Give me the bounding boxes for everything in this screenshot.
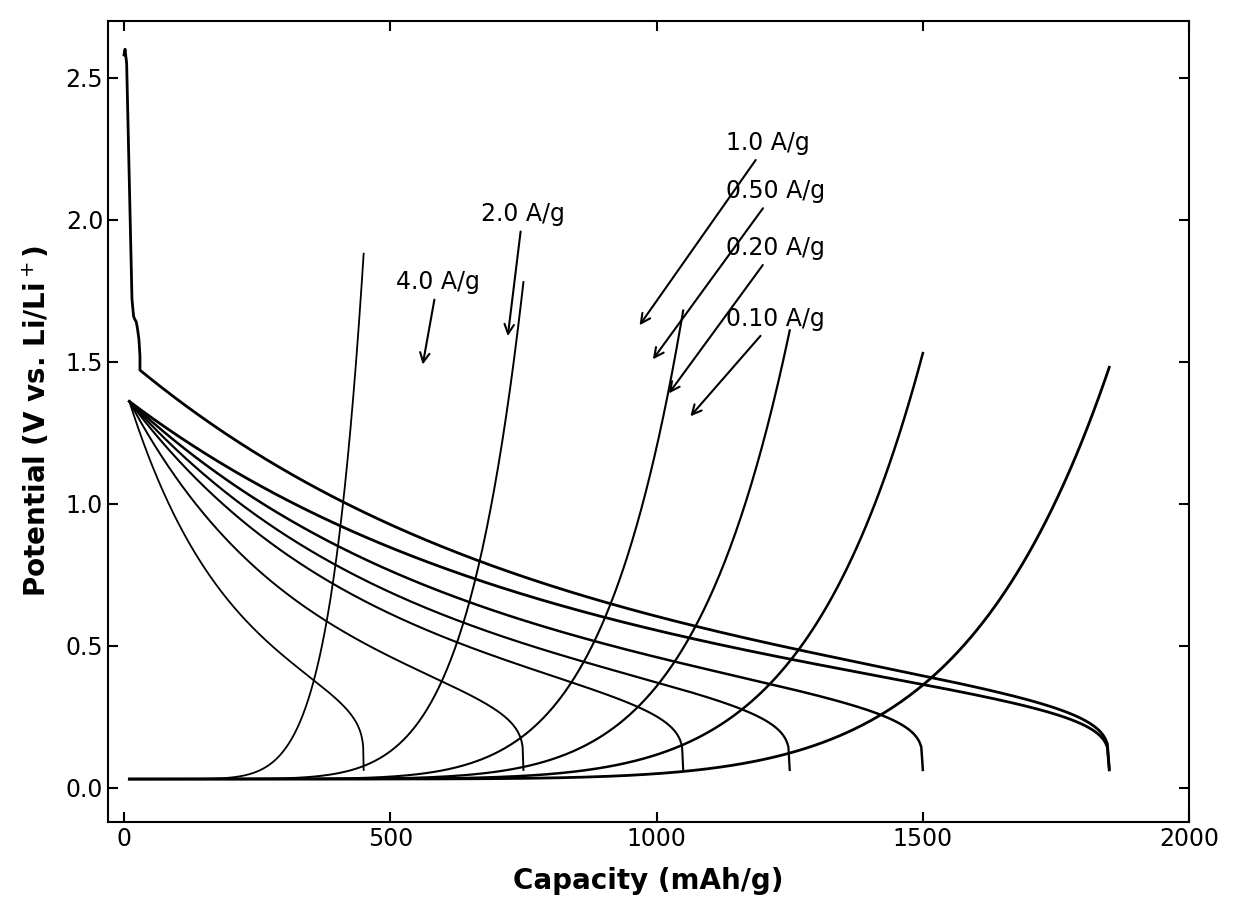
Text: 0.20 A/g: 0.20 A/g xyxy=(671,236,825,391)
Text: 4.0 A/g: 4.0 A/g xyxy=(396,270,480,362)
X-axis label: Capacity (mAh/g): Capacity (mAh/g) xyxy=(513,867,784,895)
Text: 0.10 A/g: 0.10 A/g xyxy=(692,307,825,415)
Text: 0.50 A/g: 0.50 A/g xyxy=(655,180,825,357)
Text: 2.0 A/g: 2.0 A/g xyxy=(481,202,564,333)
Text: 1.0 A/g: 1.0 A/g xyxy=(641,131,810,323)
Y-axis label: Potential (V vs. Li/Li$^+$): Potential (V vs. Li/Li$^+$) xyxy=(21,245,52,597)
